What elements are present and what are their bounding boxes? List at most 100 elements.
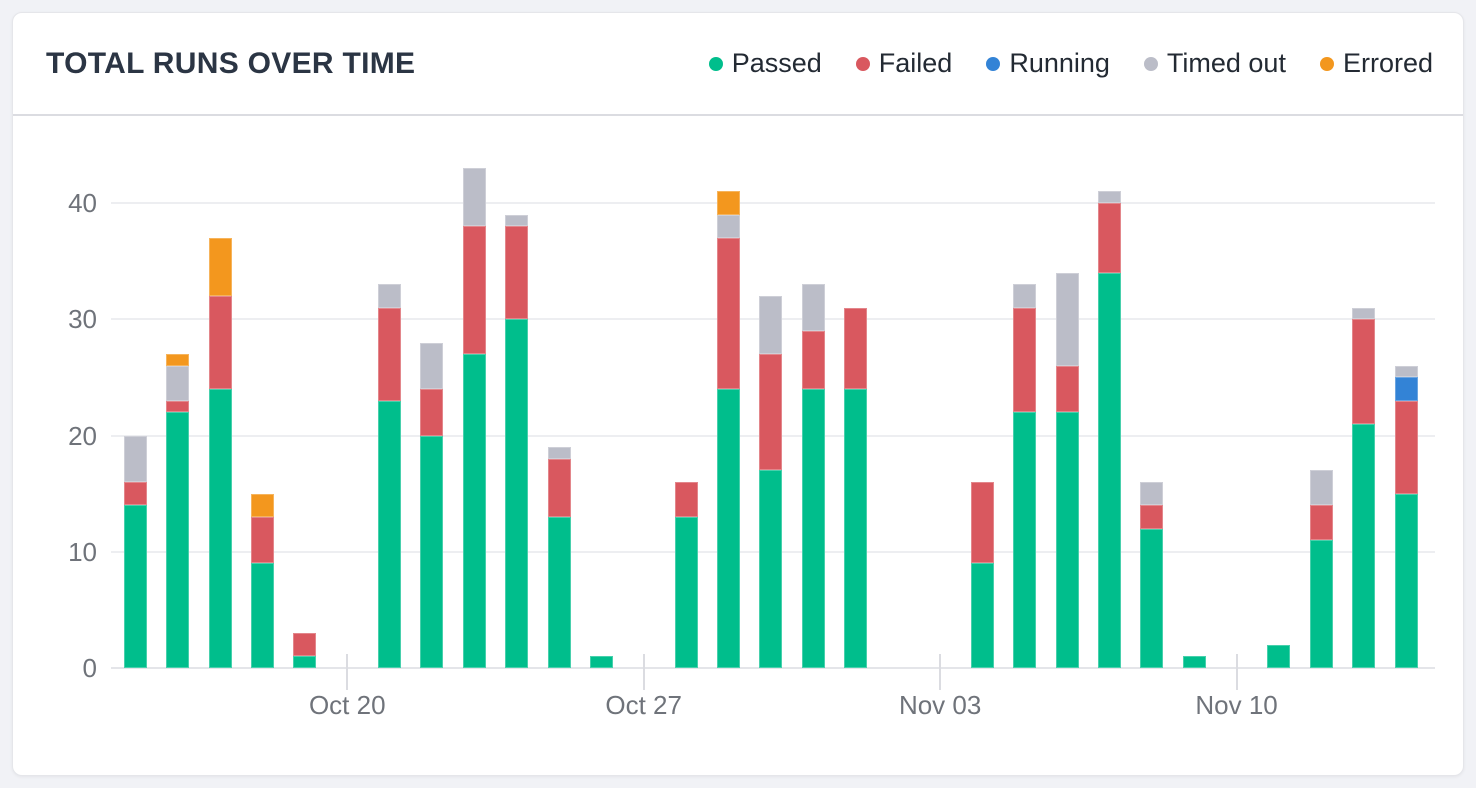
stacked-bar-slot-7[interactable] [420,342,444,668]
bar-segment-timed-out [1309,470,1333,506]
bar-segment-passed [124,505,147,668]
passed-legend-dot-icon [708,56,723,71]
stacked-bar-slot-30[interactable] [1394,365,1418,668]
bar-segment-failed [293,633,317,657]
bar-segment-errored [716,191,740,215]
bar-segment-errored [251,493,275,517]
bar-segment-passed [251,563,275,668]
bar-segment-timed-out [505,214,529,227]
legend-label: Errored [1342,48,1433,78]
stacked-bar-slot-3[interactable] [251,493,275,668]
x-axis-baseline [111,667,1435,669]
card-header: TOTAL RUNS OVER TIME Passed Failed Running… [13,13,1463,116]
stacked-bar-slot-4[interactable] [293,633,317,668]
bar-segment-errored [208,237,232,296]
bar-segment-failed [251,516,275,564]
stacked-bar-slot-20[interactable] [971,482,994,668]
bar-segment-timed-out [420,342,444,389]
stacked-bar-slot-25[interactable] [1182,656,1206,668]
bar-segment-failed [759,354,783,471]
gridline-40 [111,202,1435,204]
bar-segment-timed-out [1013,284,1037,308]
stacked-bar-slot-1[interactable] [166,354,190,668]
bar-segment-passed [166,412,190,668]
stacked-bar-slot-14[interactable] [716,191,740,668]
bar-segment-passed [759,470,783,668]
bar-segment-passed [843,389,867,668]
x-axis-label-nov-03: Nov 03 [898,690,982,720]
stacked-bar-slot-8[interactable] [462,168,486,668]
bar-segment-failed [166,400,190,413]
stacked-bar-slot-0[interactable] [124,435,147,668]
bar-segment-passed [293,656,317,668]
bar-segment-passed [420,435,444,668]
bar-segment-timed-out [1098,191,1122,203]
stacked-bar-slot-9[interactable] [505,214,529,668]
chart-title: TOTAL RUNS OVER TIME [46,46,416,80]
bar-segment-failed [1098,203,1122,273]
bar-segment-passed [208,389,232,668]
legend-item-failed[interactable]: Failed [855,48,952,79]
stacked-bar-slot-2[interactable] [208,237,232,668]
stacked-bar-slot-24[interactable] [1140,482,1164,668]
bar-segment-passed [589,656,613,668]
legend-label: Running [1009,48,1110,78]
total-runs-card: TOTAL RUNS OVER TIME Passed Failed Running… [12,12,1464,776]
legend-item-timed-out[interactable]: Timed out [1143,48,1286,79]
y-axis-label-30: 30 [68,304,97,335]
bar-segment-timed-out [166,365,190,401]
bar-segment-failed [1352,319,1376,424]
bar-segment-errored [166,354,190,366]
bar-segment-failed [208,296,232,389]
bar-segment-failed [1013,307,1037,413]
bar-segment-timed-out [1352,307,1376,320]
bar-segment-passed [1309,540,1333,668]
bar-segment-timed-out [1055,272,1079,366]
bar-segment-timed-out [547,447,571,459]
bar-segment-failed [801,330,825,389]
bar-segment-failed [843,307,867,389]
runs-over-time-chart: 0 10 20 30 40 Oct 20 Oct 27 Nov 03 Nov 10 [13,118,1463,775]
bar-segment-failed [378,307,402,401]
bar-segment-passed [716,389,740,668]
stacked-bar-slot-21[interactable] [1013,284,1037,668]
bar-segment-passed [971,563,994,668]
y-axis-label-20: 20 [68,420,97,451]
stacked-bar-slot-13[interactable] [674,482,698,668]
bar-segment-passed [1182,656,1206,668]
bar-segment-passed [1098,272,1122,668]
stacked-bar-slot-23[interactable] [1098,191,1122,668]
legend-item-errored[interactable]: Errored [1319,48,1433,79]
stacked-bar-slot-11[interactable] [589,656,613,668]
legend-item-running[interactable]: Running [986,48,1110,79]
stacked-bar-slot-15[interactable] [759,296,783,668]
x-axis-tick-nov-03 [939,654,942,690]
x-axis-label-oct-27: Oct 27 [605,690,682,720]
x-axis-label-oct-20: Oct 20 [308,690,386,720]
x-axis-tick-oct-20 [346,654,349,690]
x-axis-tick-oct-27 [642,654,645,690]
bar-segment-failed [716,237,740,389]
bar-segment-passed [1140,528,1164,668]
stacked-bar-slot-22[interactable] [1055,272,1079,668]
failed-legend-dot-icon [855,56,870,71]
legend-label: Timed out [1166,48,1286,78]
bar-segment-failed [420,389,444,436]
bar-segment-passed [1267,644,1291,668]
stacked-bar-slot-27[interactable] [1267,644,1291,668]
bar-segment-failed [971,482,994,564]
bar-segment-passed [378,400,402,668]
stacked-bar-slot-17[interactable] [843,307,867,668]
bar-segment-failed [547,458,571,517]
stacked-bar-slot-29[interactable] [1352,307,1376,668]
stacked-bar-slot-16[interactable] [801,284,825,668]
bar-segment-failed [1055,365,1079,413]
x-axis-tick-nov-10 [1235,654,1238,690]
bar-segment-passed [1394,493,1418,668]
timed-out-legend-dot-icon [1143,56,1158,71]
legend-item-passed[interactable]: Passed [708,48,822,79]
stacked-bar-slot-6[interactable] [378,284,402,668]
stacked-bar-slot-28[interactable] [1309,470,1333,668]
stacked-bar-slot-10[interactable] [547,447,571,668]
bar-segment-timed-out [1394,365,1418,378]
